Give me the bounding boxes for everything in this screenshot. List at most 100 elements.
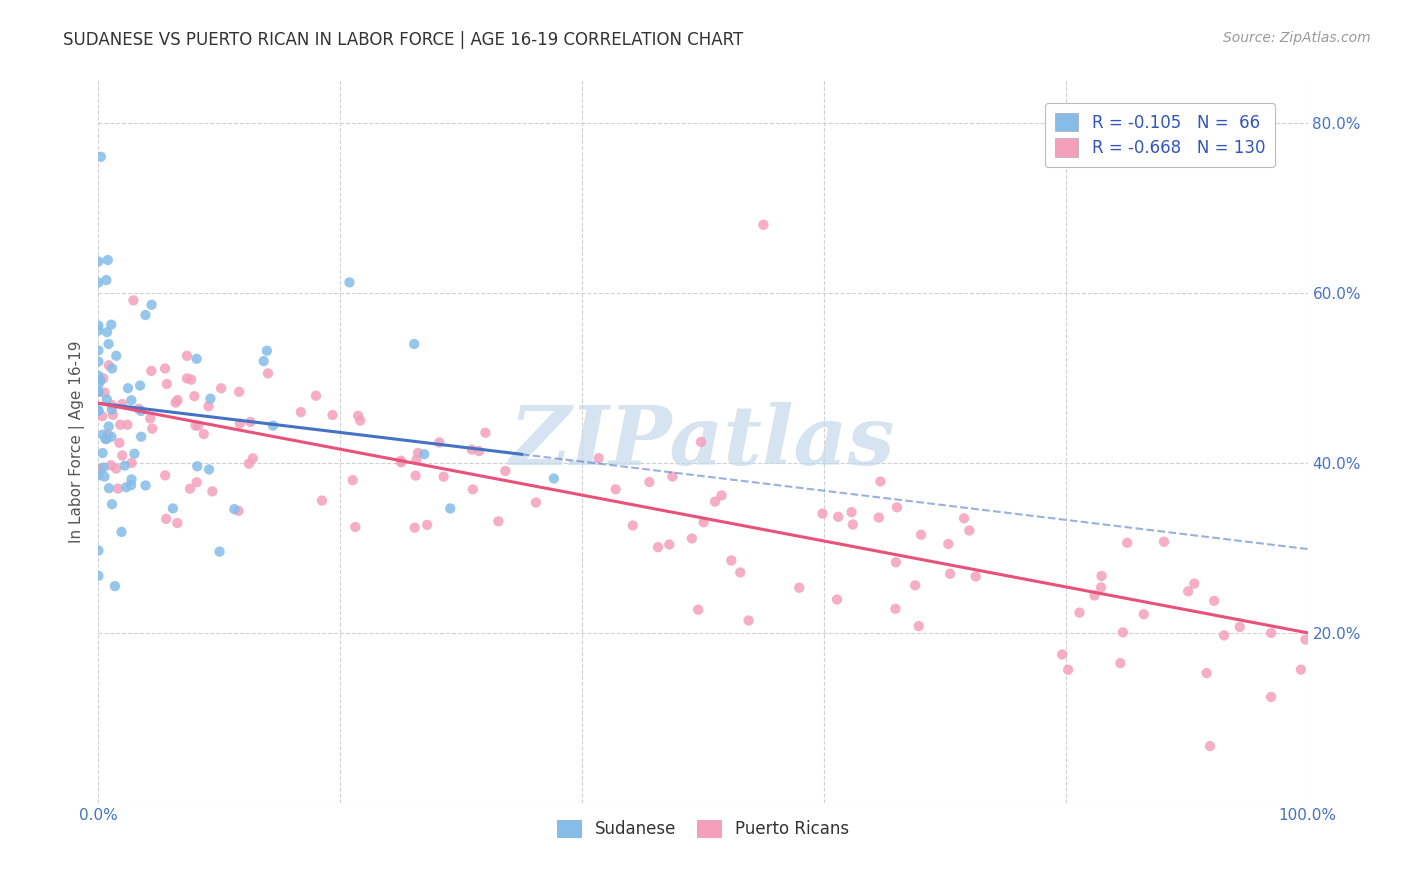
Point	[122, 293, 145, 308]
Point	[209, 381, 232, 395]
Point	[290, 405, 312, 419]
Point	[638, 475, 661, 489]
Point	[253, 354, 276, 368]
Point	[165, 395, 187, 409]
Point	[107, 482, 129, 496]
Point	[1112, 625, 1135, 640]
Point	[87, 384, 110, 399]
Point	[134, 308, 156, 322]
Point	[1133, 607, 1156, 622]
Point	[910, 527, 932, 541]
Point	[827, 509, 849, 524]
Point	[787, 581, 810, 595]
Point	[97, 427, 120, 442]
Point	[87, 318, 110, 333]
Point	[104, 579, 127, 593]
Point	[389, 455, 412, 469]
Point	[166, 392, 188, 407]
Point	[884, 602, 907, 616]
Point	[121, 456, 143, 470]
Point	[953, 511, 976, 525]
Point	[869, 475, 891, 489]
Point	[87, 543, 110, 558]
Point	[120, 393, 142, 408]
Point	[94, 432, 117, 446]
Point	[344, 520, 367, 534]
Point	[101, 361, 124, 376]
Point	[176, 349, 198, 363]
Point	[186, 475, 208, 490]
Point	[256, 343, 278, 358]
Point	[965, 569, 987, 583]
Point	[404, 337, 426, 351]
Point	[228, 384, 250, 399]
Point	[647, 540, 669, 554]
Point	[1204, 594, 1226, 608]
Point	[347, 409, 370, 423]
Point	[1109, 656, 1132, 670]
Point	[957, 524, 980, 538]
Point	[461, 483, 484, 497]
Point	[115, 480, 138, 494]
Point	[176, 371, 198, 385]
Point	[87, 254, 110, 268]
Point	[339, 276, 361, 290]
Point	[111, 449, 134, 463]
Point	[128, 401, 150, 416]
Point	[658, 537, 681, 551]
Point	[907, 619, 929, 633]
Point	[153, 468, 176, 483]
Point	[1182, 576, 1205, 591]
Point	[105, 349, 128, 363]
Point	[200, 392, 222, 406]
Point	[720, 553, 742, 567]
Point	[117, 417, 139, 432]
Text: ZIPatlas: ZIPatlas	[510, 401, 896, 482]
Point	[184, 418, 207, 433]
Text: Source: ZipAtlas.com: Source: ZipAtlas.com	[1223, 31, 1371, 45]
Point	[101, 408, 124, 422]
Point	[936, 537, 959, 551]
Point	[588, 451, 610, 466]
Point	[129, 404, 152, 418]
Point	[91, 409, 114, 424]
Point	[179, 482, 201, 496]
Point	[96, 273, 118, 287]
Point	[427, 435, 450, 450]
Point	[117, 381, 139, 395]
Point	[238, 457, 260, 471]
Point	[120, 478, 142, 492]
Point	[494, 464, 516, 478]
Point	[224, 502, 246, 516]
Point	[841, 505, 863, 519]
Point	[1050, 648, 1073, 662]
Point	[737, 614, 759, 628]
Point	[239, 415, 262, 429]
Point	[406, 446, 429, 460]
Point	[1153, 534, 1175, 549]
Point	[141, 422, 163, 436]
Point	[87, 276, 110, 290]
Point	[93, 469, 115, 483]
Point	[311, 493, 333, 508]
Point	[96, 392, 118, 407]
Point	[1083, 589, 1105, 603]
Point	[262, 418, 284, 433]
Point	[111, 397, 134, 411]
Point	[868, 510, 890, 524]
Point	[1294, 632, 1316, 647]
Point	[1260, 690, 1282, 704]
Point	[939, 566, 962, 581]
Point	[186, 351, 208, 366]
Point	[1116, 536, 1139, 550]
Point	[405, 468, 427, 483]
Point	[124, 447, 146, 461]
Point	[661, 469, 683, 483]
Point	[155, 512, 177, 526]
Point	[201, 484, 224, 499]
Point	[90, 374, 112, 388]
Point	[91, 427, 114, 442]
Point	[121, 472, 143, 486]
Point	[305, 389, 328, 403]
Point	[93, 460, 115, 475]
